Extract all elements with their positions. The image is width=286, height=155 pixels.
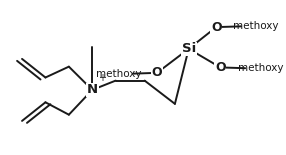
Text: O: O bbox=[211, 21, 222, 34]
Text: N: N bbox=[87, 83, 98, 96]
Text: +: + bbox=[98, 73, 106, 83]
Text: O: O bbox=[152, 66, 162, 79]
Text: methoxy: methoxy bbox=[238, 63, 283, 73]
Text: methoxy: methoxy bbox=[233, 21, 279, 31]
Text: Si: Si bbox=[182, 42, 196, 55]
Text: methoxy: methoxy bbox=[96, 69, 141, 79]
Text: O: O bbox=[215, 61, 226, 74]
